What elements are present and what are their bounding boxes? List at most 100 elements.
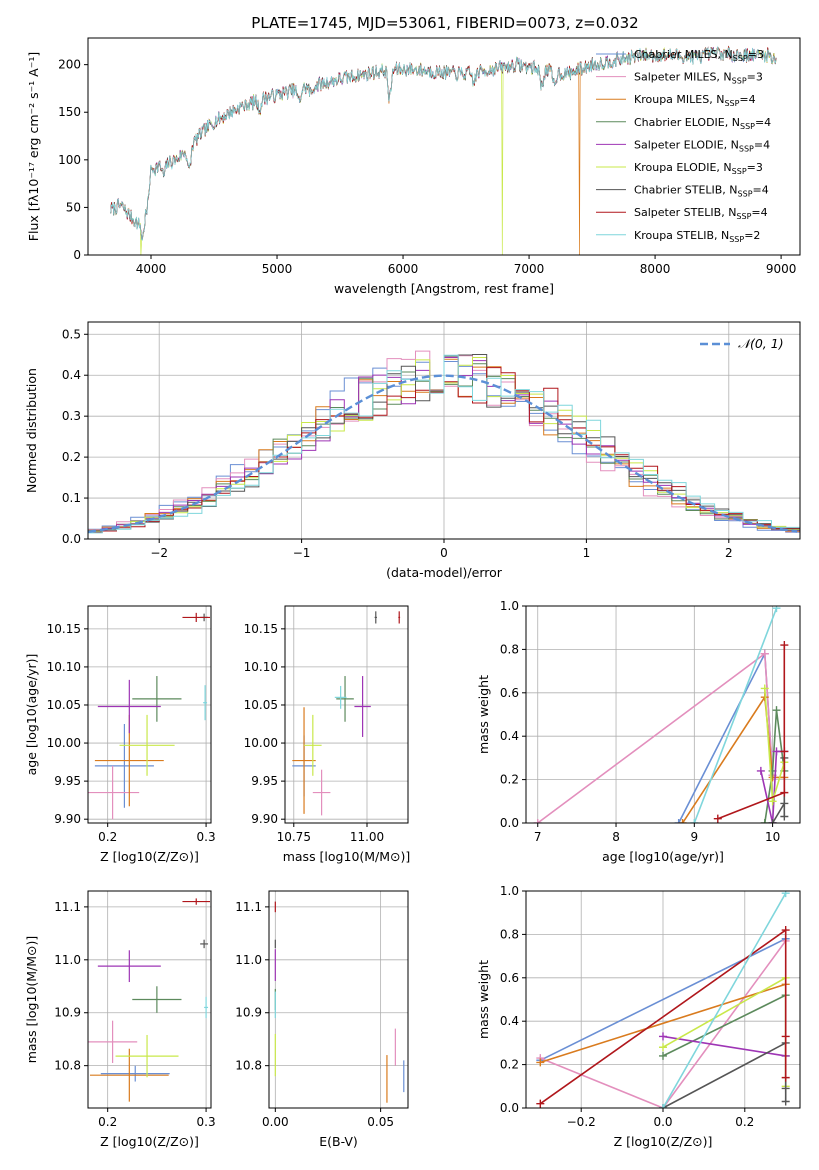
y-tick-label: 0.2 (500, 1058, 519, 1072)
weight-marker (760, 684, 769, 693)
weight-marker (536, 1058, 545, 1067)
y-tick-label: 10.9 (235, 1006, 262, 1020)
y-tick-label: 0.0 (500, 1101, 519, 1115)
y-tick-label: 0.4 (62, 368, 81, 382)
plot-frame (87, 605, 212, 824)
plot-frame (525, 890, 801, 1109)
y-tick-label: 0.8 (500, 927, 519, 941)
y-tick-label: 0.4 (500, 1014, 519, 1028)
plot-frame (87, 321, 801, 540)
plot-area (536, 891, 790, 1108)
y-tick-label: 9.90 (251, 812, 278, 826)
x-axis-label: wavelength [Angstrom, rest frame] (334, 281, 554, 296)
plot-area (88, 612, 211, 820)
weight-marker (536, 1099, 545, 1108)
residuals-panel: −2 −1 0 1 2 0.0 0.1 0.2 0.3 0.4 0.5 𝒩(0, 1) (data-mo… (24, 321, 801, 580)
y-tick-label: 11.1 (54, 900, 81, 914)
y-tick-label: 10.00 (244, 736, 278, 750)
weight-marker (780, 799, 789, 808)
weight-marker (780, 641, 789, 650)
errorbar-salpeter-stelib (182, 898, 211, 905)
x-tick-label: 7000 (514, 262, 545, 276)
y-tick-label: 0.6 (500, 971, 519, 985)
x-axis-label: (data-model)/error (386, 565, 503, 580)
weight-marker (713, 814, 722, 823)
x-tick-label: 7 (534, 830, 542, 844)
plot-frame (525, 605, 801, 824)
y-tick-label: 1.0 (500, 599, 519, 613)
errorbar-salpeter-elodie (97, 950, 161, 983)
weight-marker (756, 766, 765, 775)
weight-marker (659, 1032, 667, 1041)
weight-marker (690, 819, 699, 823)
y-tick-label: 0.1 (62, 491, 81, 505)
x-tick-label: 0.3 (197, 830, 216, 844)
plot-area (110, 45, 777, 255)
y-tick-label: 11.0 (235, 953, 262, 967)
y-tick-label: 0.3 (62, 409, 81, 423)
y-tick-label: 10.15 (244, 622, 278, 636)
x-tick-label: 8000 (640, 262, 671, 276)
weight-marker (772, 747, 781, 756)
errorbar-kroupa-elodie (304, 714, 322, 776)
y-axis-label: mass [log10(M/M⊙)] (24, 936, 39, 1064)
plot-frame (87, 890, 212, 1109)
x-tick-label: 0.2 (98, 830, 117, 844)
y-tick-label: 9.95 (251, 774, 278, 788)
legend-entry: Chabrier MILES, NSSP=3 (634, 48, 764, 63)
y-tick-label: 0.5 (62, 327, 81, 341)
legend-entry: Kroupa STELIB, NSSP=2 (634, 229, 760, 244)
weight-line-salpeter-stelib (717, 645, 786, 820)
errorbar-salpeter-elodie (354, 676, 371, 737)
x-tick-label: 0.00 (262, 1115, 289, 1129)
y-tick-label: 10.15 (47, 622, 81, 636)
mass-vs-ebv-panel: 0.00 0.05 10.8 10.9 11.0 11.1 E(B-V) (235, 890, 409, 1149)
x-tick-label: 10.75 (277, 830, 311, 844)
gaussian-curve (88, 374, 798, 533)
legend-entry: Salpeter MILES, NSSP=3 (634, 71, 763, 86)
mass-weight-vs-z-panel: −0.2 0.0 0.2 0.0 0.2 0.4 0.6 0.8 1.0 Z [log10(Z/Z… (476, 884, 801, 1149)
weight-line-chabrier-miles (677, 650, 774, 823)
y-tick-label: 0 (73, 248, 81, 262)
weight-line-salpeter-elodie (662, 1035, 786, 1057)
y-axis-label: mass weight (476, 675, 491, 754)
y-axis-label: age [log10(age/yr)] (24, 654, 39, 776)
x-tick-label: 11.00 (350, 830, 384, 844)
x-tick-label: 10 (765, 830, 780, 844)
x-tick-label: 1 (583, 546, 591, 560)
y-tick-label: 150 (58, 105, 81, 119)
x-tick-label: 0.05 (367, 1115, 394, 1129)
weight-line-kroupa-elodie (662, 976, 787, 1087)
weight-marker (760, 649, 769, 658)
weight-marker (659, 1104, 667, 1108)
figure-title: PLATE=1745, MJD=53061, FIBERID=0073, z=0… (251, 14, 638, 32)
weight-line-chabrier-elodie (764, 710, 786, 823)
legend-entry: Kroupa ELODIE, NSSP=3 (634, 161, 763, 176)
errorbar-kroupa-miles (292, 707, 316, 814)
weight-marker (772, 606, 781, 613)
y-axis-label: mass weight (476, 960, 491, 1039)
weight-marker (768, 797, 777, 806)
spectrum-line-kroupa-stelib (110, 45, 777, 241)
y-tick-label: 200 (58, 58, 81, 72)
y-tick-label: 10.05 (244, 698, 278, 712)
x-tick-label: 8 (612, 830, 620, 844)
errorbar-kroupa-elodie (119, 714, 175, 776)
weight-marker (781, 1084, 790, 1093)
y-tick-label: 10.10 (47, 660, 81, 674)
errorbar-salpeter-stelib (398, 611, 401, 624)
legend-entry: Salpeter ELODIE, NSSP=4 (634, 138, 770, 153)
x-tick-label: −0.2 (567, 1115, 596, 1129)
weight-marker (760, 819, 769, 823)
weight-marker (674, 819, 683, 823)
errorbar-chabrier-elodie (132, 986, 182, 1013)
errorbar-chabrier-miles (94, 724, 154, 808)
weight-marker (772, 706, 781, 715)
y-tick-label: 0.0 (62, 532, 81, 546)
errorbar-salpeter-miles (312, 769, 331, 816)
weight-line-kroupa-stelib (662, 892, 787, 1108)
x-axis-label: Z [log10(Z/Z⊙)] (100, 1134, 199, 1149)
y-tick-label: 1.0 (500, 884, 519, 898)
weight-marker (781, 926, 790, 935)
plot-frame (87, 37, 801, 256)
